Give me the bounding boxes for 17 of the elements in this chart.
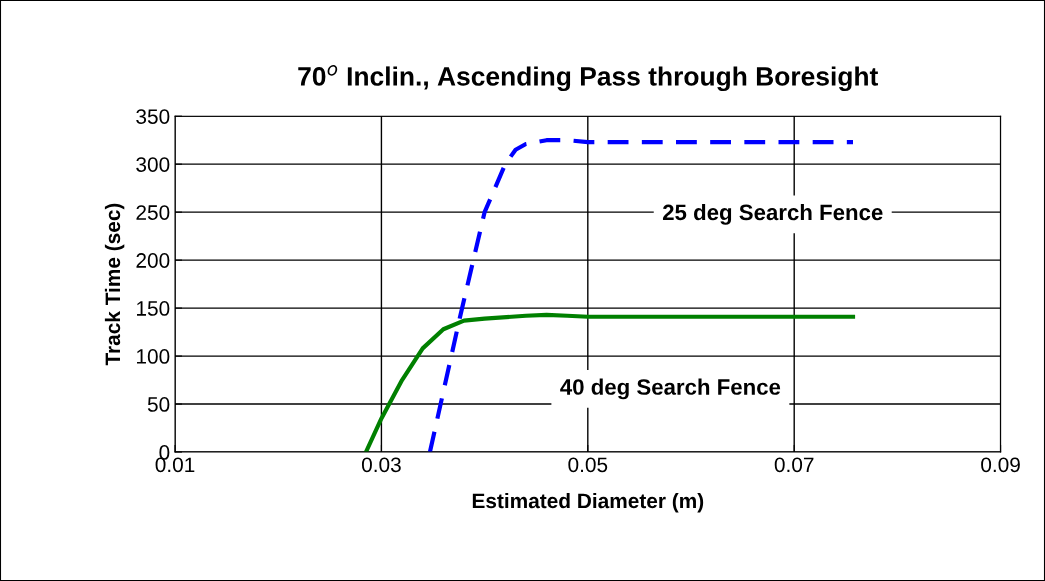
y-tick-label: 250: [136, 205, 170, 220]
text: 40 deg Search Fence: [560, 378, 781, 400]
y-tick-label: 150: [137, 301, 170, 316]
x-axis-title: Estimated Diameter (m): [472, 492, 704, 513]
y-tick-label: 200: [136, 253, 170, 268]
x-tick-label: 0.07: [774, 457, 814, 473]
y-axis-title: Track Time (sec): [104, 203, 125, 366]
y-tick-label: 100: [137, 349, 170, 364]
chart-title: 70$^{o}$ Inclin., Ascending Pass through Boresight: [298, 65, 879, 92]
y-tick-label: 300: [136, 157, 170, 172]
x-tick-label: 0.05: [568, 457, 608, 473]
y-tick-label: 350: [136, 109, 170, 124]
text: 25 deg Search Fence: [662, 203, 883, 225]
x-tick-label: 0.09: [981, 457, 1020, 473]
line-series: [363, 312, 856, 453]
y-tick-label: 50: [147, 397, 170, 412]
x-tick-label: 0.03: [361, 457, 401, 473]
